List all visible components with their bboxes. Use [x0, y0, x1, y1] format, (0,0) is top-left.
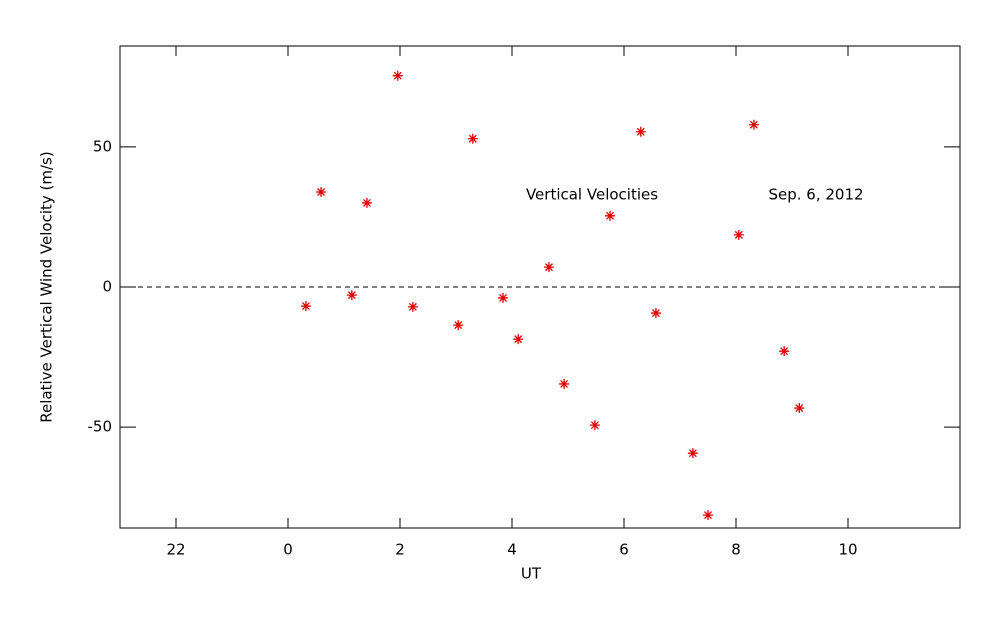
point [300, 301, 311, 312]
y-tick-label: 50 [93, 137, 112, 155]
point [513, 334, 524, 345]
point [361, 197, 372, 208]
point [543, 262, 554, 273]
x-tick-label: 8 [731, 541, 741, 559]
point [605, 210, 615, 221]
point [346, 290, 357, 301]
point [589, 420, 600, 431]
point [650, 308, 661, 319]
annotation: Sep. 6, 2012 [768, 186, 863, 204]
x-tick-label: 22 [166, 541, 185, 559]
annotation: Vertical Velocities [526, 186, 658, 204]
point [498, 292, 509, 303]
y-axis-label: Relative Vertical Wind Velocity (m/s) [38, 151, 56, 422]
point [467, 133, 478, 144]
x-tick-label: 6 [619, 541, 629, 559]
point [779, 346, 790, 357]
point [407, 301, 418, 312]
point [794, 403, 805, 414]
point [559, 378, 570, 389]
x-axis-label: UT [521, 565, 542, 583]
point [748, 119, 759, 130]
point [453, 320, 464, 331]
point [687, 448, 698, 459]
point [316, 187, 327, 198]
point [635, 126, 646, 137]
point [703, 510, 713, 521]
y-tick-label: -50 [88, 418, 113, 436]
x-tick-label: 0 [283, 541, 293, 559]
x-tick-label: 2 [395, 541, 405, 559]
point [392, 70, 403, 81]
x-tick-label: 4 [507, 541, 517, 559]
point [733, 229, 744, 240]
y-tick-label: 0 [102, 278, 112, 296]
x-tick-label: 10 [838, 541, 857, 559]
